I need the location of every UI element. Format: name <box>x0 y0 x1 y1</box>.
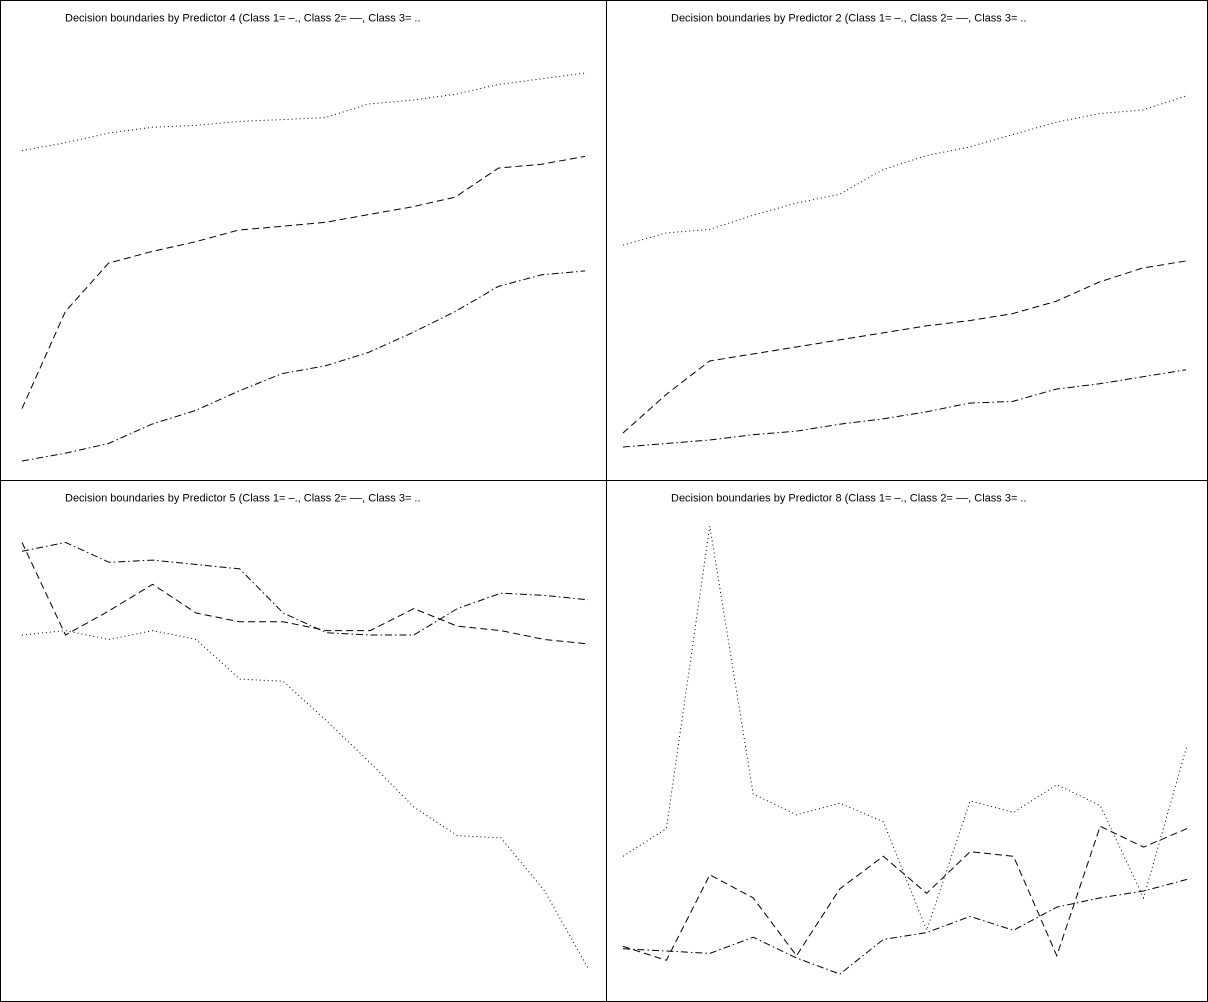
series-line-dashed <box>622 825 1188 961</box>
panel-title: Decision boundaries by Predictor 5 (Clas… <box>65 493 421 505</box>
series-line-dashdot <box>622 369 1187 448</box>
chart-panel-2: Decision boundaries by Predictor 2 (Clas… <box>606 0 1208 481</box>
series-line-dashdot <box>21 541 589 636</box>
panel-title: Decision boundaries by Predictor 4 (Clas… <box>65 13 421 25</box>
series-line-dashed <box>21 155 586 409</box>
series-line-dashed <box>622 260 1187 434</box>
panel-title: Decision boundaries by Predictor 2 (Clas… <box>671 13 1027 25</box>
series-line-dotted <box>622 95 1187 246</box>
chart-panel-3: Decision boundaries by Predictor 5 (Clas… <box>0 480 607 1002</box>
series-line-dashed <box>21 542 589 645</box>
series-line-dashdot <box>622 878 1188 975</box>
panel-title: Decision boundaries by Predictor 8 (Clas… <box>671 493 1027 505</box>
series-line-dotted <box>21 630 589 969</box>
